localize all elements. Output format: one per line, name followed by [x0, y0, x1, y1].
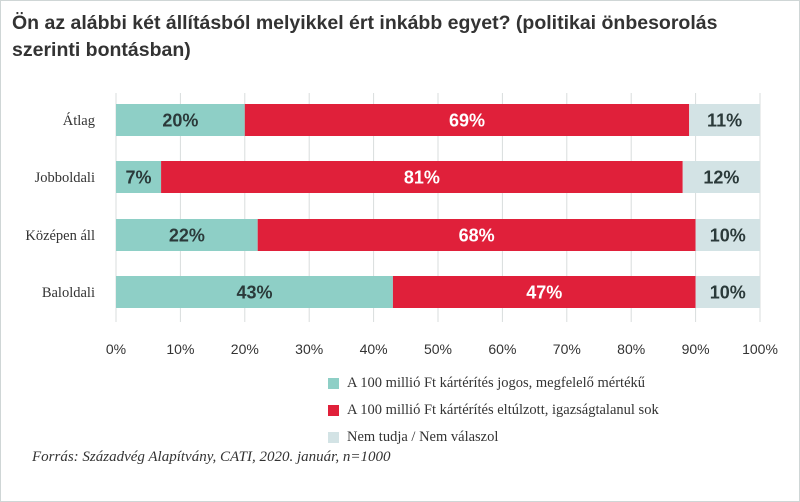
- x-tick-label: 70%: [553, 341, 581, 357]
- bar-segment: [244, 104, 690, 136]
- x-tick-label: 80%: [617, 341, 645, 357]
- bars: 20% 69% 11% 7% 81% 12% 22% 68% 10% 43% 47% 10%: [116, 104, 760, 308]
- data-label: 43%: [236, 283, 272, 303]
- category-labels: Átlag Jobboldali Középen áll Baloldali: [25, 112, 95, 301]
- x-tick-label: 0%: [106, 341, 126, 357]
- legend-swatch: [328, 405, 339, 416]
- bar-segment: [392, 276, 696, 308]
- x-tick-label: 10%: [166, 341, 194, 357]
- data-label: 7%: [126, 168, 152, 188]
- data-label: 69%: [449, 111, 485, 131]
- legend: A 100 millió Ft kártérítés jogos, megfel…: [328, 370, 659, 451]
- legend-label: A 100 millió Ft kártérítés eltúlzott, ig…: [347, 402, 659, 418]
- legend-item: Nem tudja / Nem válaszol: [328, 424, 659, 451]
- bar-segment: [116, 219, 258, 251]
- x-axis-ticks: 0% 10% 20% 30% 40% 50% 60% 70% 80% 90% 100%: [106, 341, 778, 357]
- bar-segment: [116, 104, 245, 136]
- data-label: 47%: [526, 283, 562, 303]
- x-tick-label: 90%: [682, 341, 710, 357]
- category-label: Jobboldali: [35, 170, 95, 186]
- data-label: 68%: [459, 226, 495, 246]
- category-label: Átlag: [63, 112, 95, 129]
- data-label: 81%: [404, 168, 440, 188]
- data-label: 20%: [162, 111, 198, 131]
- legend-swatch: [328, 432, 339, 443]
- x-tick-label: 20%: [231, 341, 259, 357]
- category-label: Középen áll: [25, 228, 95, 244]
- category-label: Baloldali: [42, 285, 95, 301]
- data-label: 22%: [169, 226, 205, 246]
- x-tick-label: 50%: [424, 341, 452, 357]
- bar-segment: [116, 276, 393, 308]
- bar-segment: [682, 161, 760, 193]
- bar-segment: [689, 104, 760, 136]
- bar-segment: [695, 219, 760, 251]
- source-note: Forrás: Századvég Alapítvány, CATI, 2020…: [32, 449, 391, 465]
- data-label: 10%: [710, 226, 746, 246]
- bar-segment: [116, 161, 162, 193]
- x-tick-label: 30%: [295, 341, 323, 357]
- data-label: 11%: [707, 111, 742, 131]
- bar-segment: [161, 161, 683, 193]
- legend-item: A 100 millió Ft kártérítés eltúlzott, ig…: [328, 397, 659, 424]
- data-label: 12%: [703, 168, 739, 188]
- bar-segment: [257, 219, 696, 251]
- chart-title: Ön az alábbi két állításból melyikkel ér…: [12, 12, 718, 61]
- x-tick-label: 60%: [488, 341, 516, 357]
- legend-swatch: [328, 378, 339, 389]
- legend-label: A 100 millió Ft kártérítés jogos, megfel…: [347, 375, 646, 391]
- data-label: 10%: [710, 283, 746, 303]
- x-tick-label: 100%: [742, 341, 778, 357]
- legend-label: Nem tudja / Nem válaszol: [347, 429, 499, 445]
- legend-item: A 100 millió Ft kártérítés jogos, megfel…: [328, 370, 659, 397]
- x-tick-label: 40%: [360, 341, 388, 357]
- bar-segment: [695, 276, 760, 308]
